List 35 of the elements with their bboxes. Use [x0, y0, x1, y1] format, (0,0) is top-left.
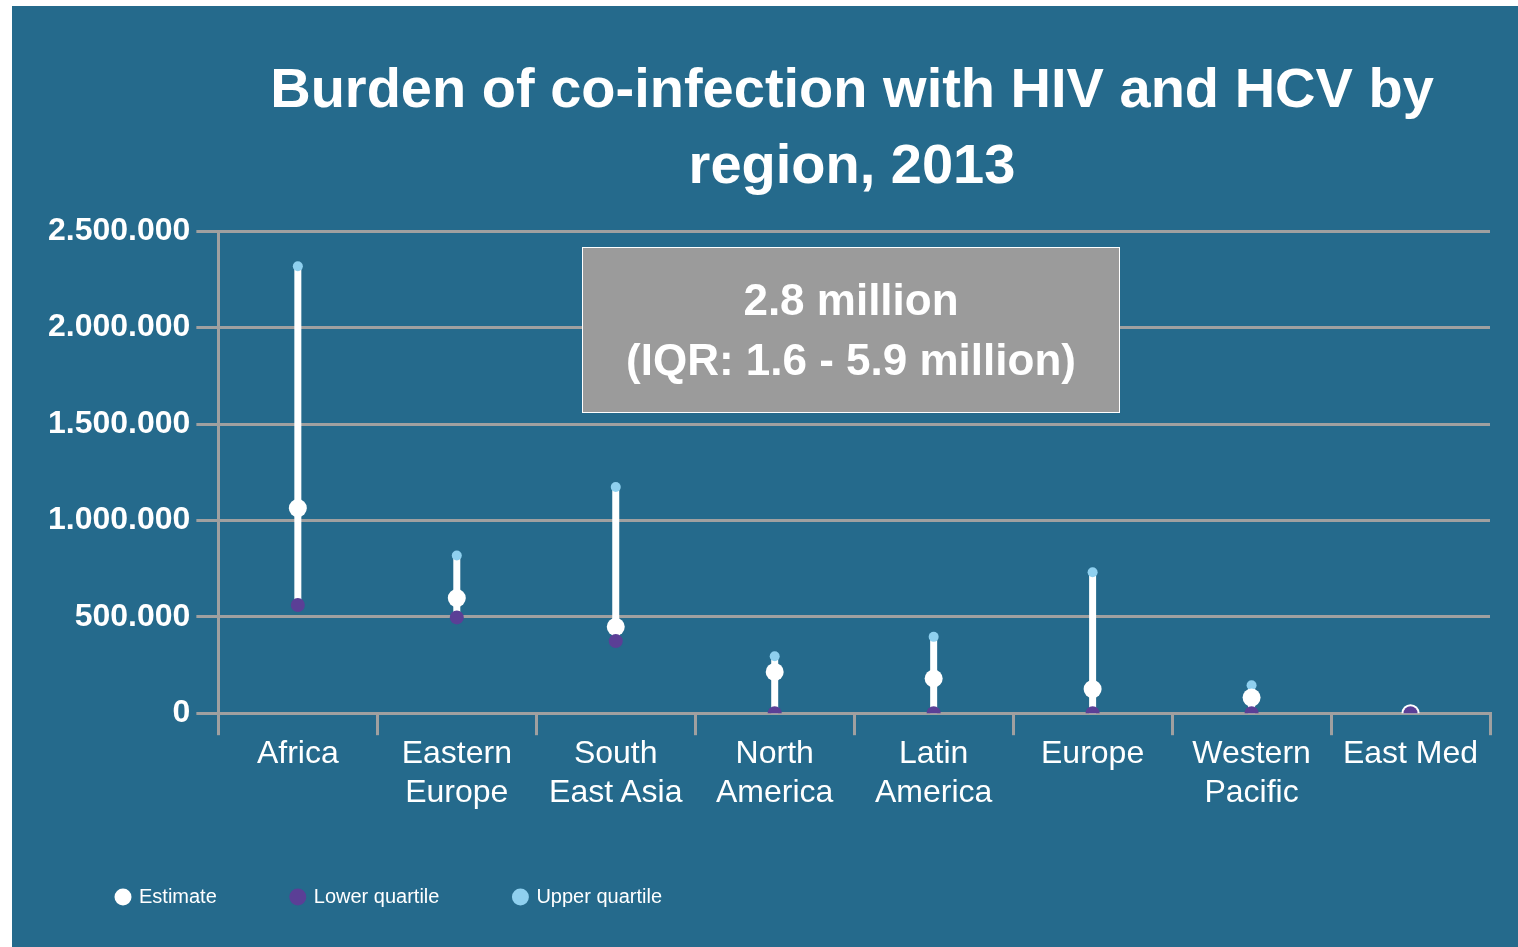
legend-label: Upper quartile — [536, 884, 663, 907]
x-tick-label: Europe — [1041, 734, 1145, 771]
x-tick-label: Western Pacific — [1192, 734, 1311, 809]
point — [1083, 680, 1102, 699]
point — [447, 589, 466, 608]
x-tick-label: East Med — [1342, 734, 1479, 771]
x-tick-label: Eastern Europe — [401, 734, 512, 809]
y-tick-label: 0 — [172, 693, 191, 730]
y-tick-label: 1.500.000 — [48, 403, 191, 440]
point — [608, 634, 623, 649]
y-tick-label: 2.000.000 — [48, 307, 191, 344]
point — [288, 499, 307, 518]
legend-label: Estimate — [139, 884, 217, 907]
point — [1242, 688, 1261, 707]
chart-title: Burden of co-infection with HIV and HCV by region, 2013 — [269, 55, 1435, 197]
point — [449, 610, 464, 625]
point — [765, 662, 784, 681]
point — [290, 598, 305, 613]
annotation: 2.8 million (IQR: 1.6 - 5.9 million) — [626, 274, 1076, 386]
y-tick-label: 2.500.000 — [48, 211, 191, 248]
point — [610, 482, 621, 493]
point — [924, 669, 943, 688]
point — [292, 261, 303, 272]
point — [451, 550, 462, 561]
point — [769, 651, 780, 662]
y-tick-label: 500.000 — [74, 596, 191, 633]
point — [606, 617, 625, 636]
x-tick-label: Africa — [256, 734, 339, 771]
x-tick-label: South East Asia — [549, 734, 683, 809]
y-tick-label: 1.000.000 — [48, 500, 191, 537]
legend-label: Lower quartile — [313, 884, 440, 907]
x-tick-label: Latin America — [874, 734, 993, 809]
point — [928, 631, 939, 642]
x-tick-label: North America — [716, 734, 834, 809]
point — [1087, 567, 1098, 578]
